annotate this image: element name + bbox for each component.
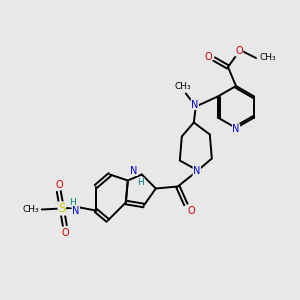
Text: O: O <box>55 179 63 190</box>
Text: S: S <box>58 202 65 215</box>
Text: O: O <box>235 46 243 56</box>
Text: CH₃: CH₃ <box>22 205 39 214</box>
Text: CH₃: CH₃ <box>175 82 191 91</box>
Text: CH₃: CH₃ <box>260 52 276 62</box>
Text: N: N <box>130 166 137 176</box>
Text: N: N <box>72 206 80 215</box>
Text: O: O <box>187 206 195 215</box>
Text: N: N <box>191 100 199 110</box>
Text: O: O <box>204 52 212 62</box>
Text: O: O <box>61 227 69 238</box>
Text: H: H <box>69 198 76 207</box>
Text: H: H <box>137 178 144 187</box>
Text: N: N <box>232 124 240 134</box>
Text: N: N <box>193 167 200 176</box>
